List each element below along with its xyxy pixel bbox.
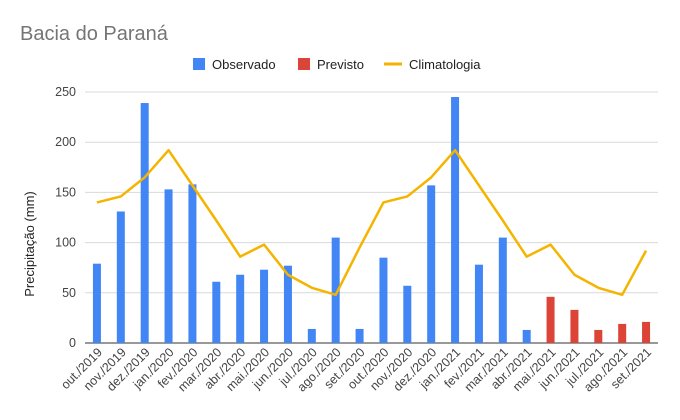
bar-observado-18 [522,329,531,343]
bar-observado-16 [474,264,483,343]
line-climatologia [96,148,648,297]
y-tick-label: 50 [62,286,76,300]
gridlines [85,91,658,344]
climatology-line [96,148,648,297]
bar-observado-8 [283,265,292,343]
bar-observado-13 [403,285,412,343]
bar-previsto-22 [618,323,627,343]
bar-observado-6 [236,274,245,343]
bar-observado-5 [212,281,221,343]
legend-label-observado: Observado [212,57,276,72]
bar-previsto-21 [594,329,603,343]
bar-observado-12 [379,257,388,343]
bar-observado-15 [451,97,460,344]
bar-observado-10 [331,237,340,343]
bar-observado-2 [140,103,149,343]
y-axis-ticks: 0 50 100 150 200 250 [55,85,76,350]
y-axis-label: Precipitação (mm) [22,191,37,296]
legend-swatch-previsto [298,58,310,70]
legend-swatch-observado [193,58,205,70]
legend: Observado Previsto Climatologia [193,57,481,72]
bar-previsto-19 [546,296,555,343]
legend-label-climatologia: Climatologia [409,57,481,72]
x-axis-ticks: out./2019nov./2019dez./2019jan./2020fev.… [58,345,654,394]
bar-observado-14 [427,185,436,343]
y-tick-label: 0 [69,336,76,350]
bar-observado-0 [92,263,101,343]
y-tick-label: 150 [55,185,76,199]
y-tick-label: 250 [55,85,76,99]
bar-observado-1 [116,211,125,343]
legend-label-previsto: Previsto [317,57,364,72]
bar-observado-17 [498,237,507,343]
bar-previsto-23 [642,321,651,343]
y-tick-label: 100 [55,236,76,250]
bar-observado-9 [307,328,316,343]
chart-title: Bacia do Paraná [20,23,169,45]
bars [92,97,651,344]
bar-observado-11 [355,328,364,343]
bar-observado-7 [260,269,269,343]
bar-observado-3 [164,189,173,343]
bar-previsto-20 [570,309,579,343]
bar-observado-4 [188,184,197,343]
y-tick-label: 200 [55,135,76,149]
